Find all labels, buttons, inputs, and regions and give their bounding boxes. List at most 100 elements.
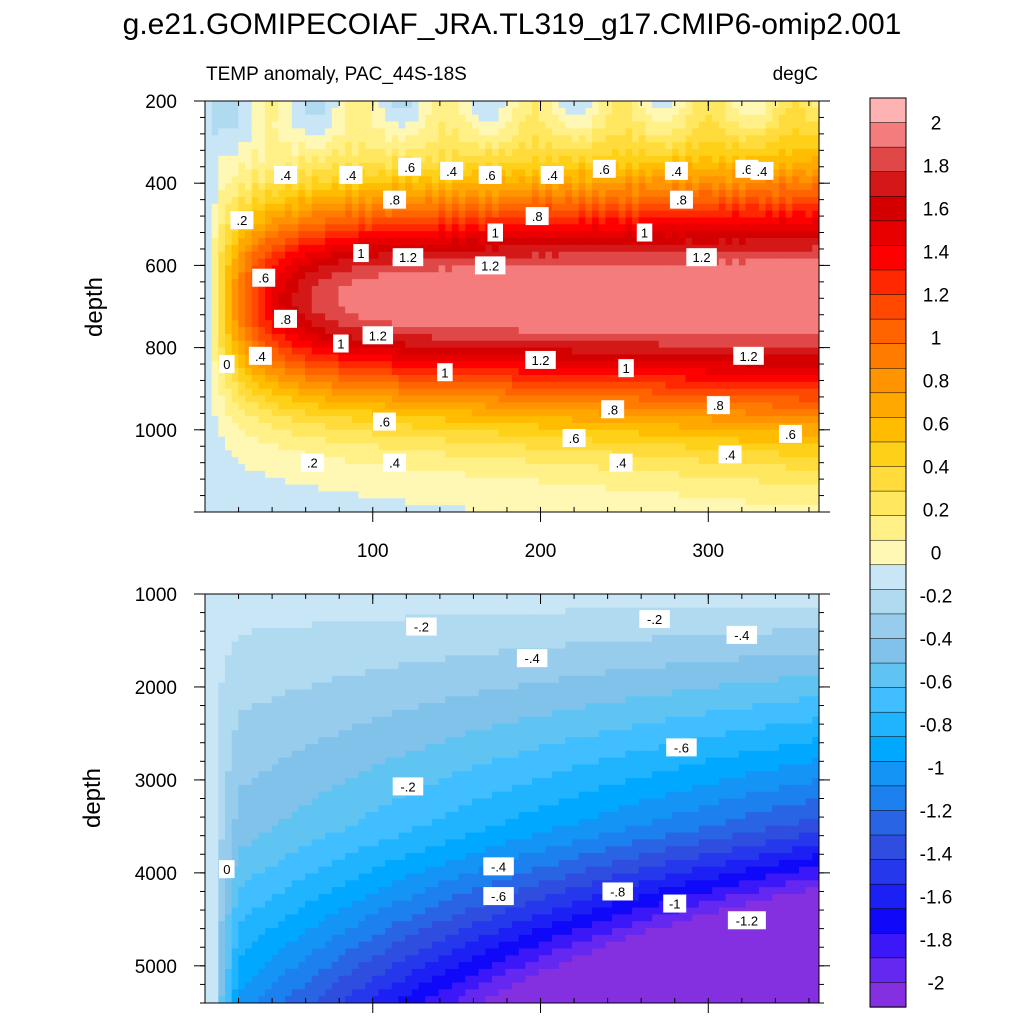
upper-field-cell [318, 142, 326, 150]
upper-field-cell [331, 162, 340, 171]
upper-field-cell [718, 340, 727, 349]
upper-field-cell [638, 457, 647, 465]
upper-field-cell [645, 155, 653, 164]
upper-field-cell [718, 142, 727, 150]
upper-field-cell [465, 388, 473, 397]
upper-field-cell [732, 388, 740, 397]
upper-field-cell [518, 114, 526, 123]
upper-field-cell [705, 107, 713, 116]
upper-field-cell [265, 381, 273, 390]
upper-field-cell [251, 450, 259, 458]
upper-field-cell [558, 224, 566, 232]
upper-field-cell [398, 395, 406, 403]
upper-field-cell [285, 340, 293, 349]
upper-field-cell [478, 196, 486, 205]
upper-field-cell [285, 470, 293, 479]
upper-field-cell [411, 409, 420, 417]
upper-field-cell [365, 135, 373, 143]
upper-field-cell [538, 128, 546, 136]
upper-field-cell [278, 333, 286, 342]
upper-field-cell [538, 107, 546, 116]
upper-field-cell [418, 388, 426, 397]
upper-field-cell [271, 477, 280, 486]
upper-field-cell [258, 148, 266, 157]
upper-field-cell [698, 114, 707, 123]
upper-field-cell [538, 148, 546, 157]
upper-field-cell [305, 224, 313, 232]
upper-field-cell [658, 416, 667, 424]
upper-field-cell [678, 313, 687, 321]
upper-field-cell [458, 381, 466, 390]
upper-field-cell [218, 101, 226, 109]
upper-field-cell [478, 484, 486, 493]
upper-field-cell [345, 265, 353, 273]
upper-field-cell [518, 224, 526, 232]
upper-field-cell [658, 354, 667, 362]
upper-field-cell [718, 347, 727, 356]
upper-field-cell [545, 464, 553, 472]
upper-field-cell [471, 450, 480, 458]
upper-field-cell [685, 313, 693, 321]
upper-field-cell [245, 128, 253, 136]
upper-field-cell [485, 320, 493, 328]
upper-field-cell [545, 299, 553, 308]
upper-field-cell [738, 176, 747, 184]
upper-field-cell [251, 128, 259, 136]
upper-field-cell [271, 107, 280, 116]
upper-field-cell [732, 128, 740, 136]
upper-field-cell [625, 135, 633, 143]
upper-field-cell [692, 422, 700, 431]
upper-field-cell [411, 470, 420, 479]
upper-field-cell [532, 183, 540, 191]
upper-field-cell [538, 121, 546, 129]
upper-field-cell [605, 114, 613, 123]
upper-field-cell [311, 272, 320, 280]
upper-field-cell [445, 265, 453, 273]
upper-field-cell [378, 443, 386, 451]
upper-field-cell [512, 306, 520, 314]
upper-field-cell [598, 368, 607, 376]
upper-field-cell [578, 505, 587, 512]
upper-field-cell [331, 395, 340, 403]
upper-field-cell [538, 477, 546, 486]
upper-field-cell [331, 313, 340, 321]
upper-field-cell [405, 176, 413, 184]
upper-field-cell [665, 381, 673, 390]
upper-field-cell [485, 395, 493, 403]
upper-field-cell [705, 422, 713, 431]
upper-field-cell [652, 101, 660, 109]
upper-field-cell [345, 498, 353, 506]
upper-field-cell [605, 457, 613, 465]
upper-field-cell [451, 107, 460, 116]
upper-field-cell [538, 416, 546, 424]
upper-field-cell [665, 464, 673, 472]
upper-field-cell [471, 505, 480, 512]
upper-field-cell [378, 265, 386, 273]
upper-field-cell [258, 107, 266, 116]
upper-field-cell [565, 333, 573, 342]
upper-field-cell [211, 258, 219, 266]
upper-field-cell [451, 265, 460, 273]
upper-field-cell [625, 409, 633, 417]
upper-field-cell [465, 183, 473, 191]
upper-field-cell [491, 436, 500, 445]
upper-field-cell [598, 258, 607, 266]
upper-field-cell [438, 121, 446, 129]
upper-field-cell [505, 244, 513, 253]
upper-field-cell [391, 231, 400, 239]
upper-field-cell [351, 388, 360, 397]
upper-field-cell [725, 251, 733, 260]
upper-field-cell [431, 327, 440, 335]
upper-field-cell [265, 457, 273, 465]
upper-field-cell [398, 313, 406, 321]
upper-field-cell [632, 176, 640, 184]
upper-field-cell [685, 292, 693, 301]
upper-field-cell [632, 333, 640, 342]
upper-field-cell [578, 279, 587, 287]
upper-field-cell [532, 107, 540, 116]
upper-field-cell [592, 361, 600, 369]
upper-field-cell [725, 155, 733, 164]
upper-field-cell [358, 320, 366, 328]
upper-field-cell [425, 313, 433, 321]
upper-field-cell [345, 505, 353, 512]
